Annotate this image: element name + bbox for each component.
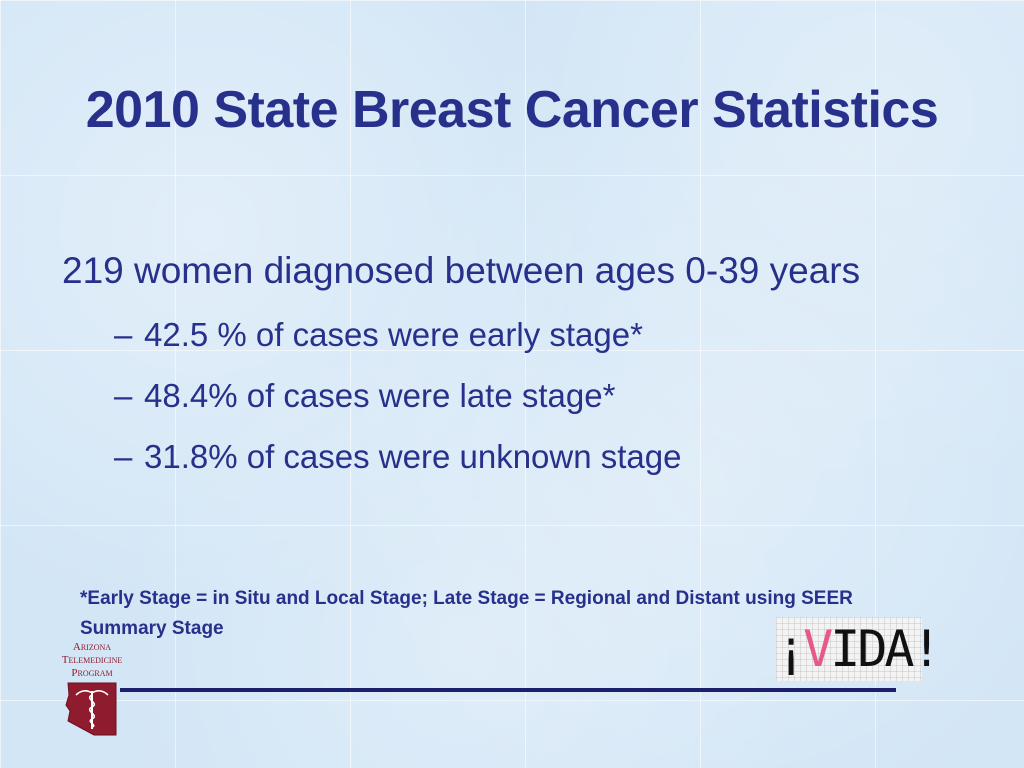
sub-bullet: –42.5 % of cases were early stage*	[114, 313, 682, 374]
atp-logo-text: Arizona Telemedicine Program	[50, 641, 134, 680]
sub-bullet-text: 31.8% of cases were unknown stage	[144, 438, 682, 475]
footnote: *Early Stage = in Situ and Local Stage; …	[80, 588, 853, 639]
slide-title: 2010 State Breast Cancer Statistics	[85, 81, 939, 139]
vida-logo-open: ¡	[776, 620, 806, 678]
vida-logo: ¡VIDA!	[776, 617, 942, 681]
bullet-dash: –	[114, 316, 133, 353]
vida-logo-text: ¡VIDA!	[776, 617, 942, 681]
sub-bullet: –31.8% of cases were unknown stage	[114, 435, 682, 496]
atp-logo-line: Arizona	[72, 641, 112, 653]
sub-bullet-text: 42.5 % of cases were early stage*	[144, 316, 643, 353]
sub-bullet: –48.4% of cases were late stage*	[114, 374, 682, 435]
atp-logo-line: Program	[71, 667, 113, 679]
arizona-map-icon	[65, 682, 117, 736]
sub-bullet-text: 48.4% of cases were late stage*	[144, 377, 616, 414]
footer-divider	[120, 688, 896, 692]
main-bullet: 219 women diagnosed between ages 0-39 ye…	[62, 250, 861, 291]
bullet-dash: –	[114, 438, 133, 475]
bullet-dash: –	[114, 377, 133, 414]
arizona-telemedicine-program-logo: Arizona Telemedicine Program	[50, 641, 134, 737]
vida-logo-rest: IDA!	[830, 620, 941, 678]
vida-logo-v: V	[803, 620, 833, 678]
atp-logo-line: Telemedicine	[61, 654, 123, 666]
sub-bullet-list: –42.5 % of cases were early stage* –48.4…	[114, 313, 682, 496]
